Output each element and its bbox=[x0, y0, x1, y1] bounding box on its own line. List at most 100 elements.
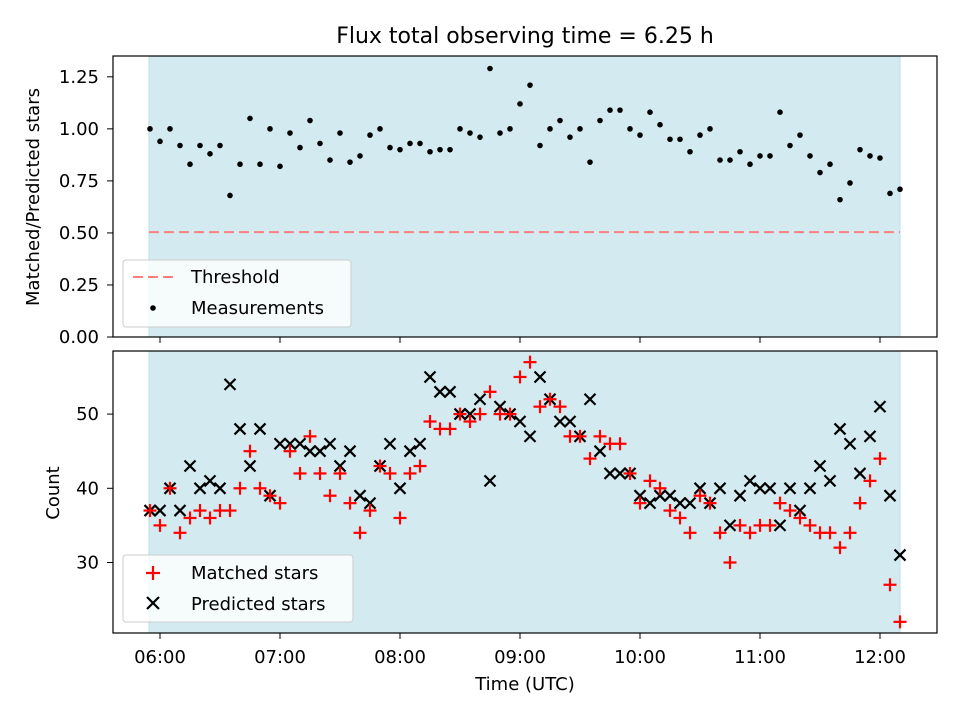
measurement-point bbox=[447, 146, 453, 153]
predicted-star-marker bbox=[783, 482, 797, 495]
matched-star-marker bbox=[713, 526, 727, 540]
predicted-star-marker bbox=[443, 385, 457, 399]
measurements-legend-swatch bbox=[150, 305, 156, 311]
matched-star-marker bbox=[243, 444, 257, 458]
measurement-point bbox=[257, 161, 263, 168]
measurement-point bbox=[837, 196, 843, 203]
matched-star-marker bbox=[383, 466, 397, 480]
matched-star-marker bbox=[343, 496, 357, 510]
predicted-star-marker bbox=[803, 482, 817, 495]
measurement-point bbox=[547, 126, 553, 132]
measurement-point bbox=[767, 153, 773, 159]
matched-star-marker bbox=[443, 422, 457, 436]
measurement-point bbox=[817, 169, 823, 176]
measurement-point bbox=[527, 82, 533, 88]
predicted-star-marker bbox=[233, 422, 247, 436]
matched-star-marker bbox=[773, 496, 787, 510]
predicted-star-marker bbox=[193, 482, 207, 495]
predicted-star-marker bbox=[493, 400, 507, 413]
matched-star-marker bbox=[323, 489, 337, 503]
measurement-point bbox=[287, 130, 293, 136]
predicted-star-marker bbox=[523, 430, 537, 443]
measurement-point bbox=[717, 157, 723, 163]
predicted-star-marker bbox=[313, 444, 327, 458]
predicted-legend-label: Predicted stars bbox=[191, 594, 325, 615]
measurement-point bbox=[217, 142, 223, 149]
chart-title: Flux total observing time = 6.25 h bbox=[336, 24, 714, 49]
measurement-point bbox=[427, 148, 433, 155]
matched-star-marker bbox=[763, 518, 777, 532]
predicted-star-marker bbox=[283, 437, 297, 451]
measurement-point bbox=[487, 65, 493, 72]
panel-frame bbox=[112, 55, 938, 338]
matched-markers bbox=[143, 355, 907, 629]
predicted-star-marker bbox=[353, 489, 367, 502]
matched-star-marker bbox=[673, 511, 687, 525]
predicted-star-marker bbox=[883, 489, 897, 502]
x-axis-label: Time (UTC) bbox=[474, 674, 575, 695]
measurement-point bbox=[777, 109, 783, 115]
matched-star-marker bbox=[623, 466, 637, 480]
measurement-point bbox=[637, 132, 643, 138]
measurement-point bbox=[277, 163, 283, 170]
panel-frame bbox=[112, 350, 938, 634]
measurement-point bbox=[187, 161, 193, 168]
matched-star-marker bbox=[413, 459, 427, 473]
legend-box bbox=[122, 259, 352, 328]
predicted-star-marker bbox=[173, 504, 187, 517]
matched-star-marker bbox=[803, 518, 817, 532]
predicted-star-marker bbox=[323, 437, 337, 451]
measurement-point bbox=[207, 151, 213, 157]
measurement-point bbox=[297, 144, 303, 151]
measurement-point bbox=[317, 140, 323, 147]
legend: Matched stars Predicted stars bbox=[122, 554, 354, 623]
measurement-point bbox=[387, 144, 393, 151]
measurement-point bbox=[727, 157, 733, 163]
predicted-star-marker bbox=[683, 496, 697, 510]
measurement-point bbox=[747, 161, 753, 168]
predicted-star-marker bbox=[853, 467, 867, 480]
measurement-point bbox=[347, 159, 353, 165]
y-tick-label: 30 bbox=[76, 553, 99, 574]
predicted-star-marker bbox=[593, 444, 607, 458]
measurement-point bbox=[847, 180, 853, 186]
measurement-point bbox=[307, 117, 313, 124]
measurement-point bbox=[327, 157, 333, 163]
matched-legend-label: Matched stars bbox=[191, 563, 318, 584]
measurement-point bbox=[647, 109, 653, 115]
predicted-star-marker bbox=[753, 482, 767, 495]
measurement-point bbox=[367, 132, 373, 138]
matched-star-marker bbox=[353, 526, 367, 540]
measurement-point bbox=[517, 101, 523, 107]
predicted-star-marker bbox=[873, 400, 887, 413]
predicted-star-marker bbox=[673, 496, 687, 510]
matched-star-marker bbox=[473, 407, 487, 421]
matched-star-marker bbox=[403, 466, 417, 480]
matched-star-marker bbox=[553, 400, 567, 414]
predicted-star-marker bbox=[413, 437, 427, 451]
matched-star-marker bbox=[143, 504, 157, 518]
x-tick-label: 12:00 bbox=[854, 647, 906, 668]
measurement-point bbox=[477, 134, 483, 140]
measurement-point bbox=[167, 126, 173, 132]
x-tick-label: 11:00 bbox=[734, 647, 786, 668]
measurement-point bbox=[537, 142, 543, 149]
predicted-star-marker bbox=[473, 392, 487, 406]
matched-star-marker bbox=[843, 526, 857, 540]
predicted-star-marker bbox=[563, 415, 577, 428]
predicted-legend-swatch bbox=[146, 596, 160, 610]
predicted-star-marker bbox=[363, 496, 377, 510]
measurement-point bbox=[177, 142, 183, 149]
x-axis: 06:00 07:00 08:00 09:00 10:00 11:00 12:00 Time… bbox=[134, 633, 906, 695]
measurement-point bbox=[397, 146, 403, 153]
predicted-star-marker bbox=[893, 548, 907, 562]
measurement-point bbox=[507, 126, 513, 132]
predicted-star-marker bbox=[403, 444, 417, 458]
predicted-star-marker bbox=[633, 489, 647, 502]
measurement-point bbox=[657, 121, 663, 128]
y-tick-label: 1.00 bbox=[59, 119, 99, 140]
measurement-point bbox=[737, 148, 743, 155]
predicted-star-marker bbox=[433, 385, 447, 399]
measurement-point bbox=[597, 117, 603, 124]
measurement-point bbox=[617, 107, 623, 113]
